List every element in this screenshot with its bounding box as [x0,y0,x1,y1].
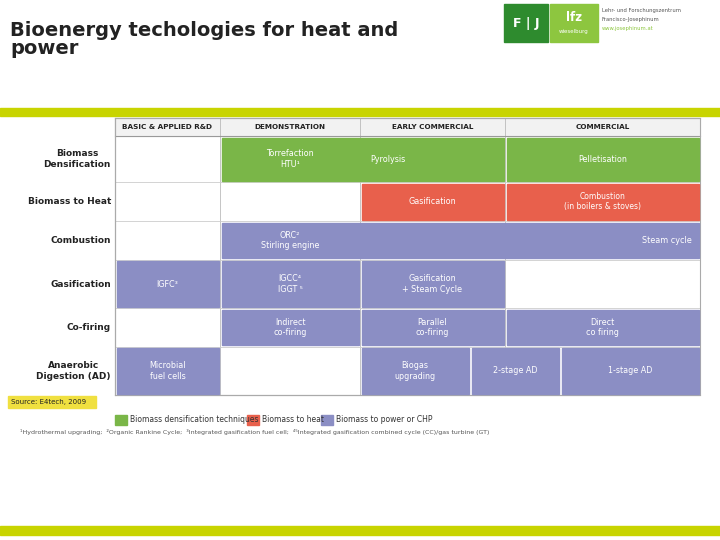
Text: Steam cycle: Steam cycle [642,236,692,245]
Bar [361,348,469,394]
Bar [0,108,720,116]
Bar [361,309,503,346]
Text: Combustion: Combustion [50,236,111,245]
Bar [550,4,598,42]
Text: IGFC³: IGFC³ [156,280,179,288]
Text: Direct
co firing: Direct co firing [586,318,619,337]
Bar [361,184,503,220]
Text: Lehr- und Forschungszentrum: Lehr- und Forschungszentrum [602,8,681,14]
Text: DEMONSTRATION: DEMONSTRATION [254,124,325,130]
Bar [115,415,127,425]
Text: Pelletisation: Pelletisation [578,154,627,164]
Text: ORC²
Stirling engine: ORC² Stirling engine [261,231,319,250]
Bar [504,4,548,42]
Bar [562,348,698,394]
Bar [117,261,218,307]
Text: Francisco-Josephinum: Francisco-Josephinum [602,17,660,23]
Bar [115,118,700,136]
Text: Parallel
co-firing: Parallel co-firing [416,318,449,337]
Text: wieselburg: wieselburg [559,29,589,34]
Text: Co-firing: Co-firing [67,323,111,332]
Text: Anaerobic
Digestion (AD): Anaerobic Digestion (AD) [37,361,111,381]
Text: Bioenergy techologies for heat and: Bioenergy techologies for heat and [10,21,398,39]
Bar [472,348,559,394]
Bar [321,415,333,425]
Bar [115,118,700,395]
Text: EARLY COMMERCIAL: EARLY COMMERCIAL [392,124,473,130]
Bar [222,138,503,181]
Bar [222,309,359,346]
Text: ¹Hydrothermal upgrading;  ²Organic Rankine Cycle;  ³Integrated gasification fuel: ¹Hydrothermal upgrading; ²Organic Rankin… [20,429,490,435]
Text: Combustion
(in boilers & stoves): Combustion (in boilers & stoves) [564,192,641,211]
Text: 1-stage AD: 1-stage AD [608,367,652,375]
Text: Pyrolysis: Pyrolysis [370,154,405,164]
Bar [506,309,698,346]
Text: www.josephinum.at: www.josephinum.at [602,26,654,31]
Text: Microbial
fuel cells: Microbial fuel cells [149,361,186,381]
Text: Biogas
upgrading: Biogas upgrading [395,361,436,381]
Text: Source: E4tech, 2009: Source: E4tech, 2009 [11,399,86,405]
Text: Indirect
co-firing: Indirect co-firing [274,318,307,337]
Text: lfz: lfz [566,11,582,24]
Text: COMMERCIAL: COMMERCIAL [575,124,629,130]
Text: Gasification: Gasification [409,197,456,206]
Text: Torrefaction
HTU¹: Torrefaction HTU¹ [266,150,314,169]
Bar [222,261,359,307]
Text: 2-stage AD: 2-stage AD [492,367,537,375]
Bar [247,415,258,425]
Text: Biomass
Densification: Biomass Densification [44,150,111,169]
Bar [8,396,96,408]
Bar [117,348,218,394]
Bar [0,526,720,535]
Text: Gasification
+ Steam Cycle: Gasification + Steam Cycle [402,274,462,294]
Text: BASIC & APPLIED R&D: BASIC & APPLIED R&D [122,124,212,130]
Bar [506,184,698,220]
Text: Biomass to heat: Biomass to heat [262,415,324,424]
Text: Biomass to Heat: Biomass to Heat [27,197,111,206]
Text: IGCC⁴
IGGT ⁵: IGCC⁴ IGGT ⁵ [278,274,302,294]
Text: Biomass to power or CHP: Biomass to power or CHP [336,415,432,424]
Bar [361,261,503,307]
Text: Gasification: Gasification [50,280,111,288]
Text: Biomass densification techniques: Biomass densification techniques [130,415,258,424]
Text: F | J: F | J [513,17,539,30]
Text: power: power [10,38,78,57]
Bar [506,138,698,181]
Bar [222,222,698,259]
